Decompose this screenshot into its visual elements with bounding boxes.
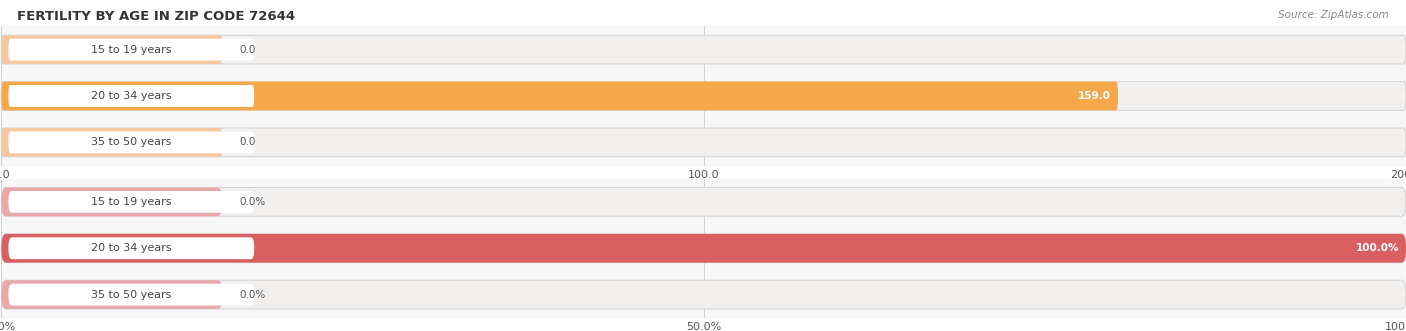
- FancyBboxPatch shape: [1, 82, 1406, 110]
- FancyBboxPatch shape: [1, 188, 1406, 216]
- Text: 35 to 50 years: 35 to 50 years: [91, 137, 172, 147]
- FancyBboxPatch shape: [8, 284, 254, 306]
- FancyBboxPatch shape: [1, 128, 1406, 157]
- Text: FERTILITY BY AGE IN ZIP CODE 72644: FERTILITY BY AGE IN ZIP CODE 72644: [17, 10, 295, 23]
- FancyBboxPatch shape: [1, 128, 222, 157]
- Text: 0.0%: 0.0%: [239, 290, 266, 300]
- Text: 20 to 34 years: 20 to 34 years: [91, 243, 172, 253]
- FancyBboxPatch shape: [1, 234, 1406, 262]
- FancyBboxPatch shape: [1, 188, 222, 216]
- Text: 35 to 50 years: 35 to 50 years: [91, 290, 172, 300]
- Text: 100.0%: 100.0%: [1355, 243, 1399, 253]
- FancyBboxPatch shape: [1, 82, 1118, 110]
- FancyBboxPatch shape: [1, 280, 222, 309]
- Text: 15 to 19 years: 15 to 19 years: [91, 45, 172, 55]
- Text: 20 to 34 years: 20 to 34 years: [91, 91, 172, 101]
- Text: 15 to 19 years: 15 to 19 years: [91, 197, 172, 207]
- FancyBboxPatch shape: [1, 35, 222, 64]
- Text: 0.0: 0.0: [239, 137, 256, 147]
- FancyBboxPatch shape: [1, 35, 1406, 64]
- Text: 0.0%: 0.0%: [239, 197, 266, 207]
- FancyBboxPatch shape: [8, 237, 254, 259]
- FancyBboxPatch shape: [8, 131, 254, 153]
- FancyBboxPatch shape: [8, 39, 254, 61]
- FancyBboxPatch shape: [1, 280, 1406, 309]
- Text: Source: ZipAtlas.com: Source: ZipAtlas.com: [1278, 10, 1389, 20]
- FancyBboxPatch shape: [8, 191, 254, 213]
- FancyBboxPatch shape: [1, 234, 1406, 262]
- Text: 0.0: 0.0: [239, 45, 256, 55]
- FancyBboxPatch shape: [8, 85, 254, 107]
- Text: 159.0: 159.0: [1078, 91, 1111, 101]
